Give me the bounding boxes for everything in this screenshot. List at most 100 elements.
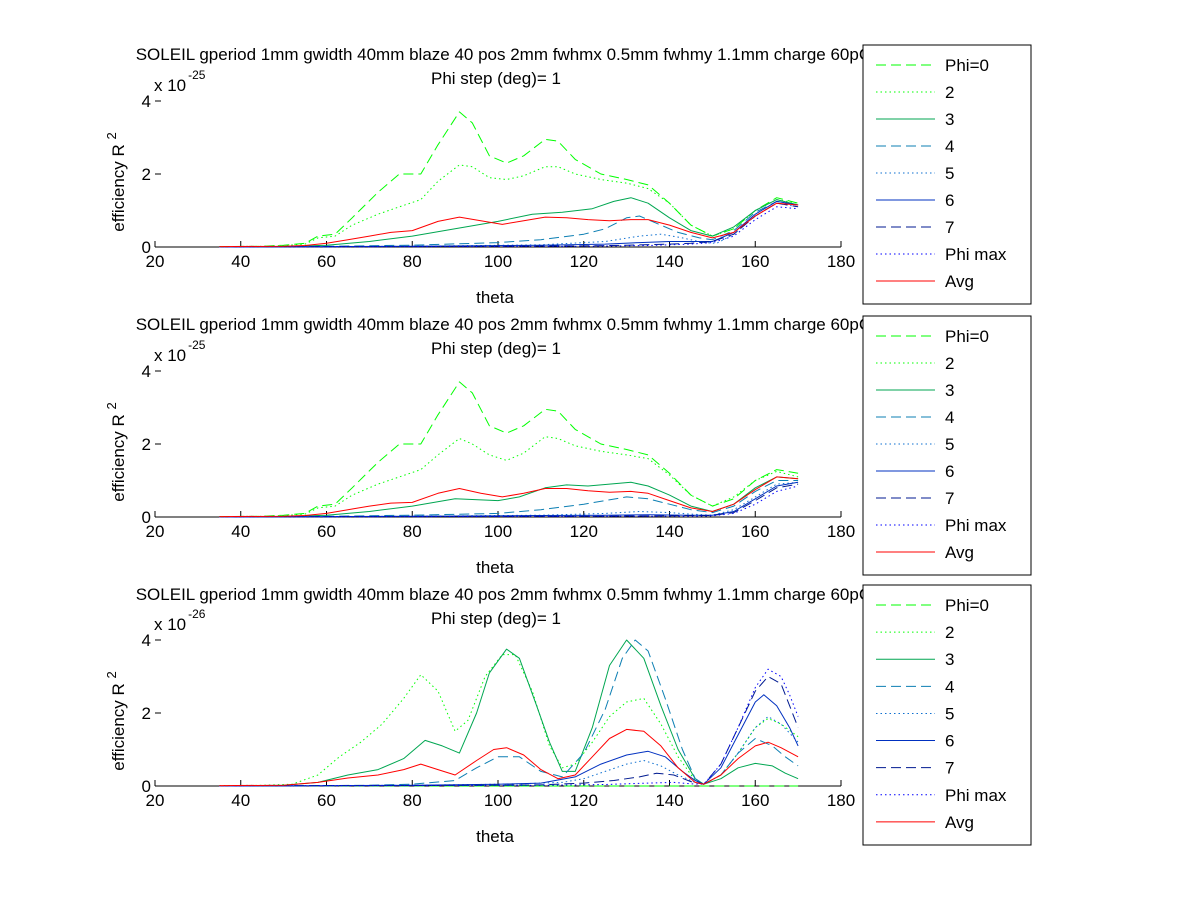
x-tick-label: 60 <box>317 791 336 810</box>
legend-label: 5 <box>945 704 954 723</box>
y-multiplier-base: x 10 <box>154 76 186 95</box>
series-line-6 <box>219 694 799 787</box>
series-line-7 <box>219 202 799 248</box>
chart-title: SOLEIL gperiod 1mm gwidth 40mm blaze 40 … <box>136 45 955 64</box>
y-tick-label: 2 <box>142 435 151 454</box>
x-tick-label: 80 <box>403 252 422 271</box>
legend-box <box>862 584 1032 846</box>
y-multiplier: x 10-26 <box>154 607 206 634</box>
x-tick-label: 180 <box>827 522 855 541</box>
x-tick-label: 80 <box>403 791 422 810</box>
y-axis-label-base: efficiency R <box>109 409 128 501</box>
chart-subtitle: Phi step (deg)= 1 <box>431 339 561 358</box>
series-line-7 <box>219 676 799 787</box>
x-tick-label: 120 <box>570 791 598 810</box>
x-tick-label: 140 <box>655 252 683 271</box>
legend-box <box>862 315 1032 576</box>
y-multiplier-base: x 10 <box>154 615 186 634</box>
series-line-5 <box>219 716 799 787</box>
y-tick-label: 4 <box>142 92 151 111</box>
series-line-3 <box>219 197 799 248</box>
x-tick-label: 80 <box>403 522 422 541</box>
x-tick-label: 20 <box>146 252 165 271</box>
legend: Phi=0 2 3 4 5 6 7 Phi max Avg <box>862 44 1032 305</box>
x-tick-label: 180 <box>827 252 855 271</box>
legend-box <box>862 44 1032 305</box>
legend-label: 3 <box>945 381 954 400</box>
chart-panel-2: SOLEIL gperiod 1mm gwidth 40mm blaze 40 … <box>104 315 1032 577</box>
series-line-5 <box>219 481 799 518</box>
y-tick-label: 4 <box>142 362 151 381</box>
legend-label: 4 <box>945 677 954 696</box>
x-tick-label: 60 <box>317 252 336 271</box>
legend-label: Phi=0 <box>945 596 989 615</box>
chart-title: SOLEIL gperiod 1mm gwidth 40mm blaze 40 … <box>136 585 955 604</box>
legend-label: Avg <box>945 543 974 562</box>
y-axis-label-sup: 2 <box>104 671 119 678</box>
legend-label: 5 <box>945 435 954 454</box>
y-multiplier-exponent: -26 <box>188 607 206 621</box>
x-tick-label: 100 <box>484 791 512 810</box>
series-line-9 <box>219 728 799 787</box>
series-line-2 <box>219 436 799 518</box>
legend-label: Phi max <box>945 245 1007 264</box>
series-line-2 <box>219 654 799 787</box>
chart-subtitle: Phi step (deg)= 1 <box>431 69 561 88</box>
x-tick-label: 160 <box>741 522 769 541</box>
x-tick-label: 60 <box>317 522 336 541</box>
legend-label: 3 <box>945 650 954 669</box>
x-tick-label: 100 <box>484 252 512 271</box>
legend-label: 4 <box>945 408 954 427</box>
y-tick-label: 4 <box>142 631 151 650</box>
legend: Phi=0 2 3 4 5 6 7 Phi max Avg <box>862 584 1032 846</box>
chart-subtitle: Phi step (deg)= 1 <box>431 609 561 628</box>
series-line-4 <box>219 480 799 518</box>
series-line-8 <box>219 668 799 787</box>
y-axis-label: efficiency R 2 <box>104 671 128 771</box>
y-axis-label-base: efficiency R <box>109 139 128 231</box>
y-tick-label: 0 <box>142 777 151 796</box>
x-tick-label: 120 <box>570 522 598 541</box>
y-tick-label: 0 <box>142 508 151 527</box>
y-axis-label-base: efficiency R <box>109 678 128 770</box>
x-tick-label: 120 <box>570 252 598 271</box>
x-tick-label: 40 <box>231 522 250 541</box>
chart-panel-1: SOLEIL gperiod 1mm gwidth 40mm blaze 40 … <box>104 44 1032 307</box>
x-tick-label: 100 <box>484 522 512 541</box>
legend-label: 5 <box>945 164 954 183</box>
legend: Phi=0 2 3 4 5 6 7 Phi max Avg <box>862 315 1032 576</box>
legend-label: 3 <box>945 110 954 129</box>
series-line-5 <box>219 202 799 248</box>
series-line-4 <box>219 639 799 787</box>
series-line-7 <box>219 483 799 518</box>
y-multiplier: x 10-25 <box>154 68 206 95</box>
x-tick-label: 160 <box>741 791 769 810</box>
x-tick-label: 140 <box>655 791 683 810</box>
y-axis-label: efficiency R 2 <box>104 132 128 232</box>
legend-label: 6 <box>945 732 954 751</box>
series-line-9 <box>219 476 799 518</box>
legend-label: 7 <box>945 759 954 778</box>
series-line-1 <box>219 111 799 248</box>
y-axis-label-sup: 2 <box>104 132 119 139</box>
legend-label: Avg <box>945 813 974 832</box>
y-axis-label-sup: 2 <box>104 402 119 409</box>
x-tick-label: 20 <box>146 791 165 810</box>
y-multiplier-exponent: -25 <box>188 338 206 352</box>
series-line-9 <box>219 202 799 248</box>
x-tick-label: 40 <box>231 791 250 810</box>
y-multiplier-exponent: -25 <box>188 68 206 82</box>
legend-label: Phi max <box>945 786 1007 805</box>
legend-label: 6 <box>945 191 954 210</box>
x-axis-label: theta <box>476 827 514 846</box>
legend-label: 2 <box>945 354 954 373</box>
y-axis-label: efficiency R 2 <box>104 402 128 502</box>
y-tick-label: 0 <box>142 238 151 257</box>
x-tick-label: 20 <box>146 522 165 541</box>
legend-label: 2 <box>945 623 954 642</box>
x-tick-label: 40 <box>231 252 250 271</box>
y-multiplier: x 10-25 <box>154 338 206 365</box>
series-line-8 <box>219 206 799 248</box>
legend-label: 4 <box>945 137 954 156</box>
